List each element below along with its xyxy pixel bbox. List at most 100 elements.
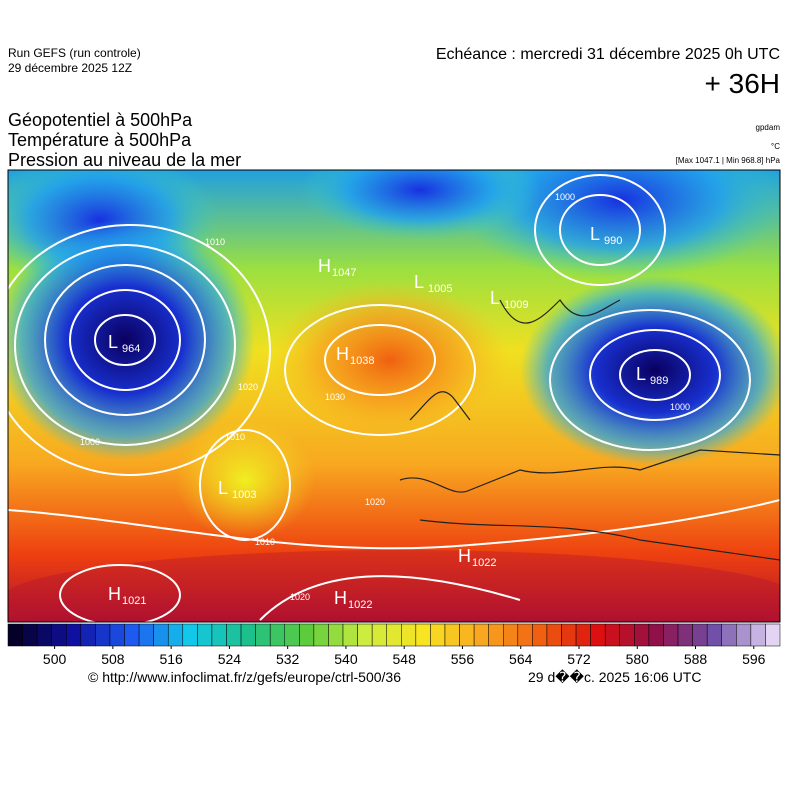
center-value: 1047 — [332, 267, 356, 279]
colorbar-cell — [284, 623, 300, 647]
run: Run GEFS (run controle) — [8, 46, 141, 60]
echeance: Echéance : mercredi 31 décembre 2025 0h … — [435, 46, 780, 63]
center-value: 1022 — [348, 599, 372, 611]
colorbar-label: 548 — [393, 651, 417, 667]
colorbar-cell — [240, 623, 256, 647]
center-type: L — [636, 364, 646, 384]
colorbar-cell — [269, 623, 286, 647]
colorbar-cell — [95, 623, 111, 647]
colorbar-cell — [561, 623, 577, 647]
isobar-label: 1020 — [238, 382, 258, 392]
colorbar-cell — [619, 623, 635, 647]
isobar-label: 1000 — [80, 437, 100, 447]
colorbar-cell — [313, 623, 329, 647]
center-type: L — [218, 478, 228, 498]
run-date: 29 décembre 2025 12Z — [8, 61, 133, 75]
colorbar-cell — [22, 623, 38, 647]
colorbar-cell — [51, 623, 67, 647]
colorbar-cell — [182, 623, 198, 647]
center-type: L — [590, 224, 600, 244]
colorbar-label: 580 — [626, 651, 650, 667]
colorbar-cell — [765, 623, 781, 647]
colorbar-cell — [255, 623, 271, 647]
colorbar-cell — [299, 623, 315, 647]
isobar-label: 1030 — [325, 392, 345, 402]
center-value: 1038 — [350, 355, 374, 367]
unit: gpdam — [755, 123, 780, 132]
isobar-label: 1010 — [255, 537, 275, 547]
colorbar-cell — [226, 623, 242, 647]
colorbar-cell — [342, 623, 358, 647]
colorbar-cell — [401, 623, 417, 647]
colorbar-cell — [211, 623, 227, 647]
colorbar-cell — [604, 623, 621, 647]
colorbar-cell — [109, 623, 125, 647]
center-value: 990 — [604, 235, 622, 247]
colorbar-label: 532 — [276, 651, 300, 667]
isobar-label: 1000 — [670, 402, 690, 412]
center-type: H — [458, 546, 471, 566]
colorbar-cell — [153, 623, 169, 647]
colorbar-cell — [575, 623, 591, 647]
isobar-label: 1000 — [555, 192, 575, 202]
center-type: H — [318, 256, 331, 276]
colorbar-label: 556 — [451, 651, 475, 667]
colorbar-label: 596 — [742, 651, 766, 667]
colorbar-cell — [677, 623, 693, 647]
colorbar-cell — [634, 623, 650, 647]
colorbar-cell — [138, 623, 154, 647]
colorbar-cell — [692, 623, 708, 647]
colorbar-cell — [328, 623, 344, 647]
colorbar-label: 500 — [43, 651, 67, 667]
center-value: 1021 — [122, 595, 146, 607]
center-value: 1003 — [232, 489, 256, 501]
isobar-label: 1020 — [365, 497, 385, 507]
colorbar-cell — [167, 623, 184, 647]
colorbar-cell — [532, 623, 548, 647]
title: Température à 500hPa — [8, 130, 192, 150]
title: Géopotentiel à 500hPa — [8, 110, 193, 130]
colorbar-cell — [415, 623, 431, 647]
footer-date: 29 d��c. 2025 16:06 UTC — [528, 669, 702, 685]
colorbar-label: 516 — [159, 651, 183, 667]
colorbar-cell — [721, 623, 737, 647]
colorbar-cell — [473, 623, 489, 647]
center-value: 989 — [650, 375, 668, 387]
center-value: 1022 — [472, 557, 496, 569]
colorbar-cell — [663, 623, 679, 647]
colorbar-cell — [66, 623, 82, 647]
colorbar-cell — [590, 623, 606, 647]
title: Pression au niveau de la mer — [8, 150, 242, 170]
colorbar-label: 508 — [101, 651, 125, 667]
colorbar-cell — [444, 623, 460, 647]
center-type: L — [414, 272, 424, 292]
colorbar-cell — [36, 623, 52, 647]
colorbar-cell — [706, 623, 722, 647]
center-value: 1005 — [428, 283, 452, 295]
colorbar-cell — [124, 623, 140, 647]
offset: + 36H — [704, 68, 781, 99]
colorbar-cell — [459, 623, 475, 647]
colorbar-cell — [648, 623, 664, 647]
colorbar-cell — [750, 623, 766, 647]
colorbar-cell — [430, 623, 446, 647]
colorbar-cell — [371, 623, 387, 647]
colorbar-cell — [546, 623, 562, 647]
center-type: H — [108, 584, 121, 604]
isobar-label: 1010 — [225, 432, 245, 442]
colorbar-label: 572 — [567, 651, 591, 667]
isobar-label: 1010 — [205, 237, 225, 247]
colorbar-cell — [7, 623, 23, 647]
colorbar-cell — [80, 623, 96, 647]
colorbar-cell — [386, 623, 402, 647]
colorbar-cell — [502, 623, 519, 647]
colorbar-label: 524 — [218, 651, 242, 667]
colorbar-cell — [488, 623, 504, 647]
center-value: 1009 — [504, 299, 528, 311]
colorbar-label: 564 — [509, 651, 533, 667]
colorbar-label: 588 — [684, 651, 708, 667]
unit: [Max 1047.1 | Min 968.8] hPa — [675, 156, 780, 165]
colorbar-cell — [357, 623, 373, 647]
